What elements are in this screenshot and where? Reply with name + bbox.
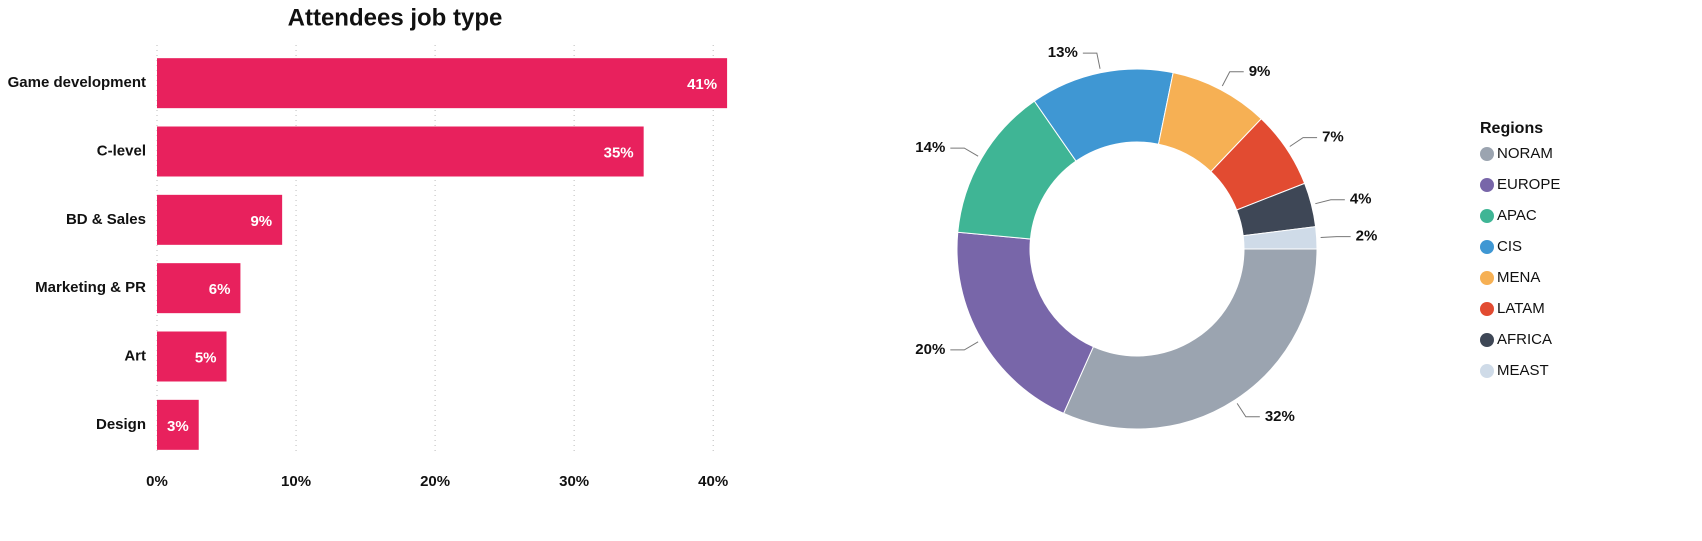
leader-line bbox=[950, 341, 979, 351]
y-tick-label: C-level bbox=[97, 142, 146, 159]
x-tick-label: 30% bbox=[559, 473, 589, 490]
data-label: 3% bbox=[167, 418, 189, 435]
bar bbox=[157, 263, 241, 314]
leader-line bbox=[1289, 137, 1318, 147]
bar bbox=[157, 399, 199, 450]
data-label: 14% bbox=[915, 139, 945, 156]
donut-slice bbox=[1242, 226, 1318, 250]
legend-label: APAC bbox=[1497, 207, 1537, 224]
data-label: 32% bbox=[1265, 408, 1295, 425]
data-label: 35% bbox=[604, 144, 634, 161]
data-label: 4% bbox=[1350, 191, 1372, 208]
x-tick-label: 40% bbox=[698, 473, 728, 490]
chart-title: Attendees job type bbox=[288, 4, 503, 31]
data-label: 7% bbox=[1322, 129, 1344, 146]
legend-label: MENA bbox=[1497, 269, 1540, 286]
bar bbox=[157, 126, 644, 177]
legend-marker bbox=[1480, 271, 1494, 285]
x-tick-label: 0% bbox=[146, 473, 168, 490]
y-tick-label: Art bbox=[124, 347, 146, 364]
y-tick-label: Design bbox=[96, 416, 146, 433]
legend-marker bbox=[1480, 240, 1494, 254]
y-tick-label: BD & Sales bbox=[66, 211, 146, 228]
leader-line bbox=[1236, 403, 1260, 418]
data-label: 41% bbox=[687, 76, 717, 93]
legend-label: AFRICA bbox=[1497, 331, 1552, 348]
data-label: 5% bbox=[195, 349, 217, 366]
data-label: 20% bbox=[915, 341, 945, 358]
legend-title: Regions bbox=[1480, 120, 1543, 137]
leader-line bbox=[950, 147, 979, 157]
legend-marker bbox=[1480, 364, 1494, 378]
legend-label: EUROPE bbox=[1497, 176, 1560, 193]
legend-marker bbox=[1480, 333, 1494, 347]
legend-label: LATAM bbox=[1497, 300, 1545, 317]
legend-label: NORAM bbox=[1497, 145, 1553, 162]
leader-line bbox=[1082, 52, 1101, 69]
bar bbox=[157, 194, 283, 245]
y-tick-label: Game development bbox=[8, 74, 146, 91]
x-tick-label: 10% bbox=[281, 473, 311, 490]
y-tick-label: Marketing & PR bbox=[35, 279, 146, 296]
leader-line bbox=[1221, 71, 1244, 87]
bar bbox=[157, 58, 728, 109]
data-label: 9% bbox=[250, 213, 272, 230]
legend-label: MEAST bbox=[1497, 362, 1549, 379]
bar bbox=[157, 331, 227, 382]
legend-marker bbox=[1480, 178, 1494, 192]
legend-marker bbox=[1480, 302, 1494, 316]
leader-line bbox=[1320, 236, 1351, 239]
legend-label: CIS bbox=[1497, 238, 1522, 255]
data-label: 13% bbox=[1048, 44, 1078, 61]
data-label: 9% bbox=[1249, 63, 1271, 80]
data-label: 2% bbox=[1356, 228, 1378, 245]
legend-marker bbox=[1480, 209, 1494, 223]
leader-line bbox=[1315, 199, 1345, 205]
data-label: 6% bbox=[209, 281, 231, 298]
legend-marker bbox=[1480, 147, 1494, 161]
donut-slice bbox=[1062, 248, 1318, 430]
donut-slice bbox=[956, 231, 1095, 415]
x-tick-label: 20% bbox=[420, 473, 450, 490]
